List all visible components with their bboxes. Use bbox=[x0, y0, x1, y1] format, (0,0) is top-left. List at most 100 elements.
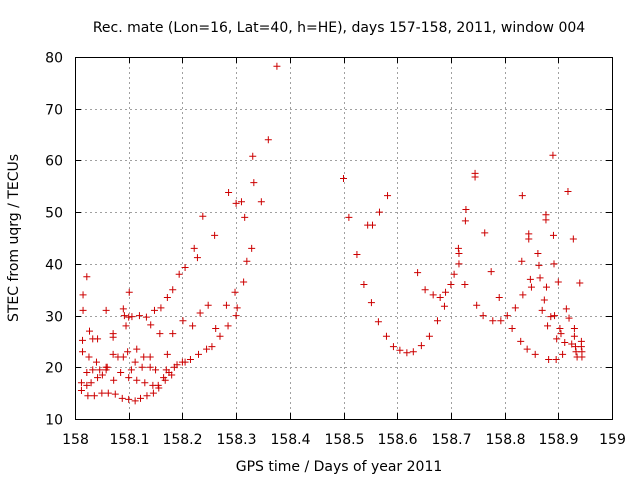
x-tick-label: 158.6 bbox=[377, 432, 417, 448]
data-point bbox=[175, 270, 183, 278]
data-point bbox=[374, 318, 382, 326]
data-point bbox=[375, 208, 383, 216]
data-point bbox=[396, 346, 404, 354]
data-point bbox=[131, 397, 139, 405]
data-point bbox=[98, 389, 106, 397]
data-point bbox=[440, 302, 448, 310]
data-point bbox=[94, 374, 102, 382]
data-point bbox=[249, 152, 257, 160]
data-point bbox=[273, 62, 281, 70]
data-point bbox=[79, 348, 87, 356]
data-point bbox=[576, 279, 584, 287]
data-point bbox=[237, 198, 245, 206]
data-point bbox=[436, 293, 444, 301]
data-point bbox=[257, 198, 265, 206]
data-point bbox=[442, 288, 450, 296]
data-point bbox=[232, 312, 240, 320]
data-point bbox=[461, 217, 469, 225]
data-point bbox=[561, 338, 569, 346]
data-point bbox=[534, 250, 542, 258]
data-point bbox=[481, 229, 489, 237]
data-point bbox=[517, 337, 525, 345]
data-point bbox=[127, 366, 135, 374]
data-point bbox=[248, 244, 256, 252]
data-point bbox=[549, 151, 557, 159]
data-point bbox=[450, 270, 458, 278]
data-point bbox=[264, 136, 272, 144]
data-point bbox=[155, 384, 163, 392]
data-point bbox=[536, 274, 544, 282]
data-point bbox=[181, 358, 189, 366]
data-point bbox=[163, 350, 171, 358]
x-tick-label: 158.1 bbox=[109, 432, 149, 448]
data-point bbox=[455, 260, 463, 268]
x-tick-labels: 158 158.1 158.2 158.3 158.4 158.5 158.6 158.7 15… bbox=[62, 432, 626, 448]
data-point bbox=[367, 299, 375, 307]
data-point bbox=[133, 376, 141, 384]
data-point bbox=[345, 213, 353, 221]
data-point bbox=[538, 306, 546, 314]
data-point bbox=[133, 345, 141, 353]
data-point bbox=[535, 261, 543, 269]
data-point bbox=[243, 257, 251, 265]
data-point bbox=[118, 394, 126, 402]
data-point bbox=[216, 332, 224, 340]
data-point bbox=[92, 358, 100, 366]
x-tick-label: 158.5 bbox=[324, 432, 364, 448]
data-point bbox=[360, 281, 368, 289]
data-point bbox=[122, 322, 130, 330]
data-point bbox=[570, 332, 578, 340]
grid-lines bbox=[75, 57, 612, 419]
data-point bbox=[84, 392, 92, 400]
data-point bbox=[240, 278, 248, 286]
data-point bbox=[523, 345, 531, 353]
data-point bbox=[518, 257, 526, 265]
data-point bbox=[138, 363, 146, 371]
data-point bbox=[225, 188, 233, 196]
x-tick-label: 158.4 bbox=[270, 432, 310, 448]
y-tick-label: 80 bbox=[45, 51, 63, 67]
data-point bbox=[479, 312, 487, 320]
data-point bbox=[545, 356, 553, 364]
data-point bbox=[196, 309, 204, 317]
data-point bbox=[473, 301, 481, 309]
data-point bbox=[125, 395, 133, 403]
data-point bbox=[222, 301, 230, 309]
data-point bbox=[150, 306, 158, 314]
x-tick-label: 158.9 bbox=[538, 432, 578, 448]
x-tick-label: 159 bbox=[599, 432, 626, 448]
data-point bbox=[556, 325, 564, 332]
data-point bbox=[425, 332, 433, 340]
data-point bbox=[568, 340, 576, 348]
data-point bbox=[128, 313, 136, 321]
data-point bbox=[199, 212, 207, 220]
data-point bbox=[157, 304, 165, 312]
y-tick-label: 70 bbox=[45, 103, 63, 119]
data-point bbox=[89, 366, 97, 374]
data-point bbox=[109, 333, 117, 341]
data-point bbox=[495, 293, 503, 301]
data-point bbox=[231, 288, 239, 296]
data-point bbox=[169, 286, 177, 294]
data-point bbox=[125, 313, 133, 321]
data-point bbox=[544, 322, 552, 330]
data-point bbox=[143, 392, 151, 400]
y-tick-labels: 10 20 30 40 50 60 70 80 bbox=[45, 51, 63, 429]
data-point bbox=[168, 371, 176, 379]
data-point bbox=[224, 322, 232, 330]
data-point bbox=[550, 260, 558, 268]
data-point bbox=[208, 343, 216, 351]
data-point bbox=[409, 348, 417, 356]
data-point bbox=[503, 312, 511, 320]
data-point bbox=[119, 305, 127, 313]
x-axis-label: GPS time / Days of year 2011 bbox=[236, 459, 443, 475]
data-point bbox=[85, 353, 93, 361]
data-point bbox=[211, 231, 219, 239]
data-point bbox=[368, 221, 376, 229]
data-point bbox=[203, 345, 211, 353]
data-point bbox=[135, 312, 143, 320]
data-point bbox=[382, 332, 390, 340]
data-point bbox=[140, 353, 148, 361]
data-point bbox=[250, 179, 258, 187]
data-point bbox=[557, 330, 565, 338]
